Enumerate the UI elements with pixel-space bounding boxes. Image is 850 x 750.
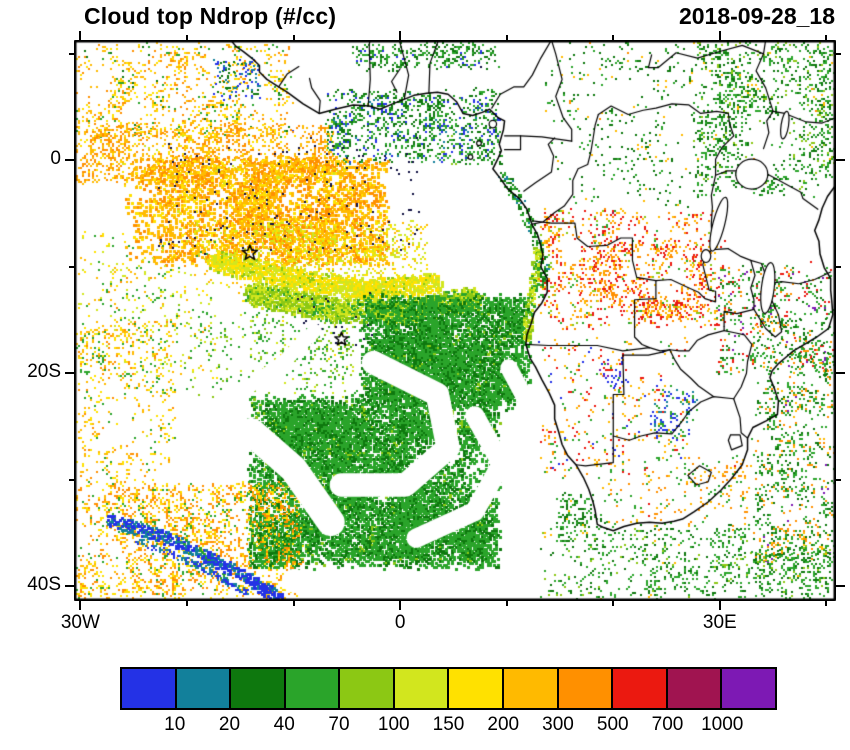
colorbar-segment [338,669,393,708]
x-axis-label: 0 [394,612,406,633]
axis-tick [399,601,402,610]
chart-date: 2018-09-28_18 [678,3,835,29]
axis-minor-tick [69,478,74,481]
colorbar-segment [283,669,339,708]
axis-tick [718,601,721,610]
colorbar-label: 150 [432,714,465,735]
axis-tick [399,31,402,40]
colorbar-label: 20 [218,714,241,735]
colorbar-segment [720,669,775,708]
axis-tick [836,372,845,375]
colorbar-segment [447,669,503,708]
colorbar-label: 300 [542,714,574,735]
axis-minor-tick [505,35,508,40]
colorbar-segment [611,669,666,708]
colorbar [120,667,777,710]
colorbar-label: 10 [164,714,186,735]
y-axis-label: 20S [27,361,61,383]
axis-minor-tick [185,601,188,606]
axis-tick [79,31,82,40]
colorbar-label: 700 [651,714,684,735]
colorbar-label: 70 [328,714,350,735]
axis-minor-tick [836,478,841,481]
axis-minor-tick [836,52,841,55]
colorbar-label: 40 [273,714,295,735]
y-axis-label: 0 [50,148,61,170]
colorbar-segment [502,669,557,708]
axis-minor-tick [825,35,828,40]
chart-title: Cloud top Ndrop (#/cc) [84,3,337,29]
axis-tick [79,601,82,610]
axis-tick [65,585,74,588]
axis-tick [65,159,74,162]
colorbar-segment [392,669,448,708]
axis-minor-tick [292,35,295,40]
axis-minor-tick [69,265,74,268]
axis-tick [836,159,845,162]
colorbar-segment [174,669,230,708]
y-axis-label: 40S [27,574,61,596]
colorbar-segment [229,669,284,708]
axis-tick [718,31,721,40]
colorbar-segment [122,669,175,708]
axis-minor-tick [825,601,828,606]
axis-minor-tick [185,35,188,40]
colorbar-segment [556,669,612,708]
axis-minor-tick [69,52,74,55]
axis-minor-tick [836,265,841,268]
axis-tick [65,372,74,375]
map-frame [74,40,836,601]
axis-tick [836,585,845,588]
x-axis-label: 30E [702,612,737,633]
colorbar-label: 100 [377,714,410,735]
colorbar-label: 1000 [701,714,744,735]
axis-minor-tick [505,601,508,606]
axis-minor-tick [612,601,615,606]
map-canvas [74,40,836,601]
x-axis-label: 30W [60,612,100,633]
colorbar-segment [665,669,721,708]
colorbar-label: 500 [596,714,629,735]
axis-minor-tick [292,601,295,606]
axis-minor-tick [612,35,615,40]
colorbar-label: 200 [487,714,520,735]
